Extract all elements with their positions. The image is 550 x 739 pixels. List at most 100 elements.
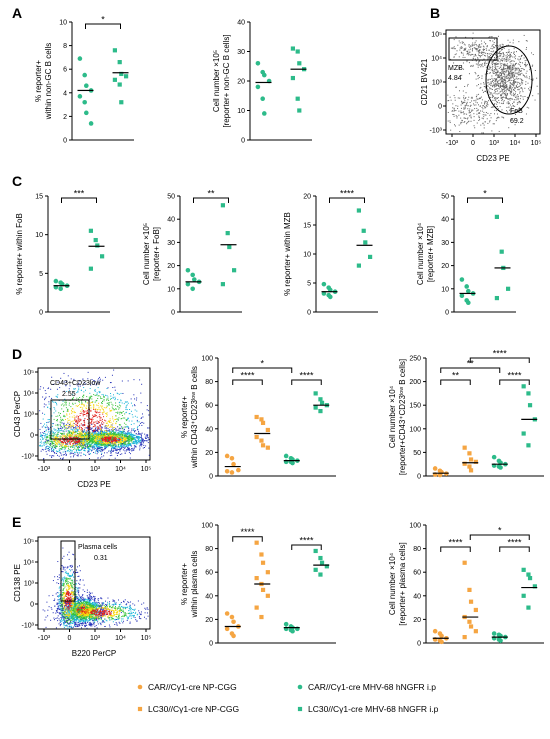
event-dot: [460, 42, 461, 43]
event-dot: [475, 54, 476, 55]
event-dot: [59, 446, 60, 447]
event-dot: [61, 441, 62, 442]
event-dot: [52, 441, 53, 442]
event-dot: [77, 440, 78, 441]
event-dot: [88, 426, 89, 427]
event-dot: [133, 394, 134, 395]
event-dot: [464, 118, 465, 119]
event-dot: [98, 452, 99, 453]
event-dot: [497, 98, 498, 99]
event-dot: [86, 436, 87, 437]
event-dot: [93, 394, 94, 395]
facs-y-tick-label: 10⁴: [23, 391, 34, 398]
event-dot: [492, 89, 493, 90]
event-dot: [112, 434, 113, 435]
event-dot: [490, 83, 491, 84]
event-dot: [63, 457, 64, 458]
event-dot: [485, 91, 486, 92]
event-dot: [478, 94, 479, 95]
event-dot: [139, 441, 140, 442]
event-dot: [107, 397, 108, 398]
event-dot: [477, 110, 478, 111]
event-dot: [477, 102, 478, 103]
event-dot: [509, 88, 510, 89]
event-dot: [473, 103, 474, 104]
event-dot: [499, 77, 500, 78]
event-dot: [474, 116, 475, 117]
event-dot: [81, 442, 82, 443]
event-dot: [46, 430, 47, 431]
event-dot: [491, 78, 492, 79]
event-dot: [121, 418, 122, 419]
event-dot: [499, 75, 500, 76]
event-dot: [468, 105, 469, 106]
event-dot: [502, 46, 503, 47]
event-dot: [78, 426, 79, 427]
event-dot: [460, 123, 461, 124]
event-dot: [121, 393, 122, 394]
event-dot: [493, 44, 494, 45]
event-dot: [96, 434, 97, 435]
event-dot: [498, 97, 499, 98]
event-dot: [95, 395, 96, 396]
event-dot: [493, 47, 494, 48]
event-dot: [527, 64, 528, 65]
event-dot: [498, 46, 499, 47]
event-dot: [468, 121, 469, 122]
event-dot: [464, 44, 465, 45]
event-dot: [513, 42, 514, 43]
event-dot: [454, 124, 455, 125]
event-dot: [54, 419, 55, 420]
event-dot: [54, 407, 55, 408]
event-dot: [78, 444, 79, 445]
event-dot: [106, 425, 107, 426]
event-dot: [120, 405, 121, 406]
event-dot: [524, 96, 525, 97]
event-dot: [494, 84, 495, 85]
event-dot: [514, 87, 515, 88]
event-dot: [76, 622, 77, 623]
event-dot: [81, 427, 82, 428]
event-dot: [498, 36, 499, 37]
event-dot: [58, 432, 59, 433]
event-dot: [93, 423, 94, 424]
event-dot: [505, 65, 506, 66]
event-dot: [500, 91, 501, 92]
event-dot: [84, 433, 85, 434]
event-dot: [60, 422, 61, 423]
event-dot: [526, 65, 527, 66]
event-dot: [106, 388, 107, 389]
event-dot: [120, 436, 121, 437]
event-dot: [53, 437, 54, 438]
event-dot: [455, 110, 456, 111]
event-dot: [103, 438, 104, 439]
event-dot: [111, 432, 112, 433]
event-dot: [511, 63, 512, 64]
event-dot: [77, 455, 78, 456]
event-dot: [103, 422, 104, 423]
event-dot: [507, 75, 508, 76]
event-dot: [78, 437, 79, 438]
event-dot: [464, 108, 465, 109]
event-dot: [57, 455, 58, 456]
event-dot: [44, 437, 45, 438]
event-dot: [74, 412, 75, 413]
event-dot: [114, 429, 115, 430]
event-dot: [487, 55, 488, 56]
event-dot: [484, 65, 485, 66]
event-dot: [117, 455, 118, 456]
event-dot: [502, 86, 503, 87]
event-dot: [85, 401, 86, 402]
event-dot: [104, 447, 105, 448]
event-dot: [89, 428, 90, 429]
event-dot: [76, 436, 77, 437]
event-dot: [496, 104, 497, 105]
event-dot: [496, 74, 497, 75]
event-dot: [105, 448, 106, 449]
event-dot: [93, 409, 94, 410]
event-dot: [45, 427, 46, 428]
event-dot: [76, 443, 77, 444]
event-dot: [143, 448, 144, 449]
event-dot: [502, 90, 503, 91]
